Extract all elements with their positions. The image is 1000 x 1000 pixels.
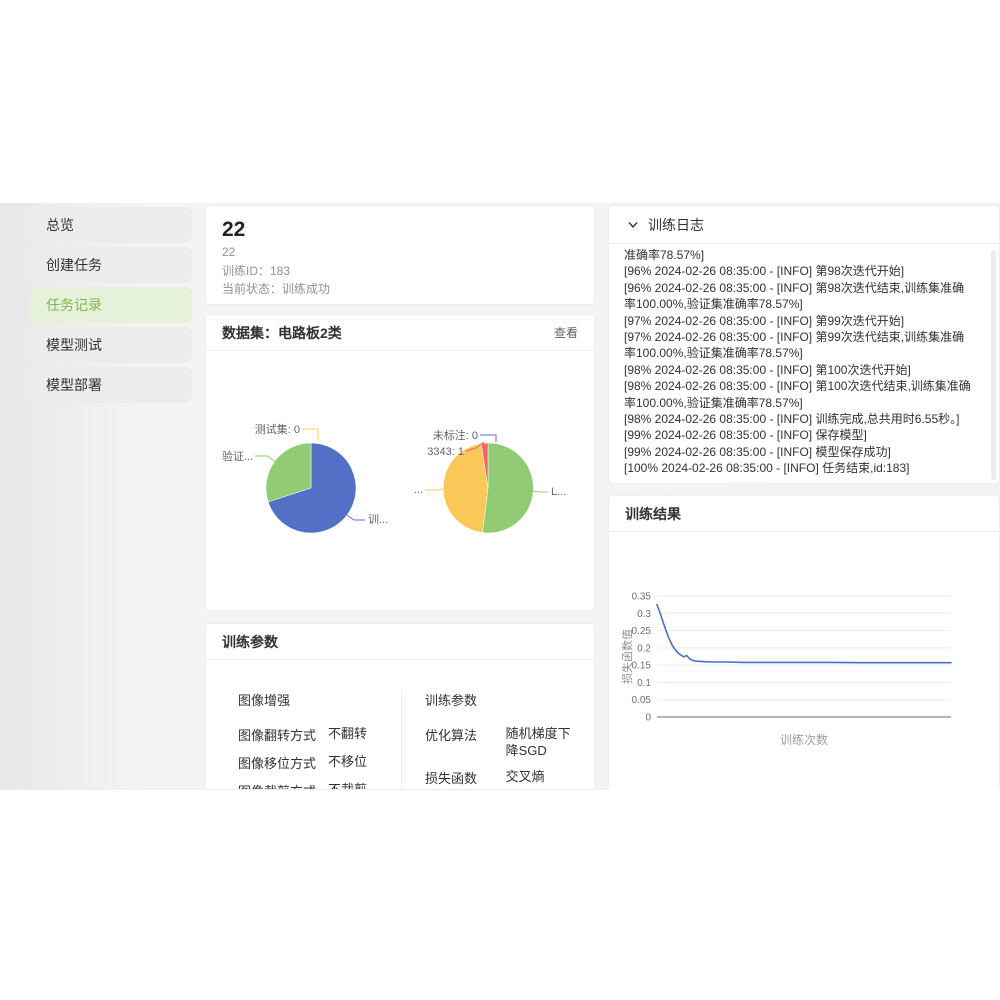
log-line: [99% 2024-02-26 08:35:00 - [INFO] 模型保存成功… xyxy=(624,444,891,459)
svg-text:0.05: 0.05 xyxy=(632,695,652,706)
log-title: 训练日志 xyxy=(648,216,704,233)
sidebar-item-3[interactable]: 模型测试 xyxy=(30,327,192,363)
svg-text:0.1: 0.1 xyxy=(637,678,651,689)
training-id: 训练ID：183 xyxy=(222,263,291,278)
svg-text:...: ... xyxy=(414,484,423,496)
log-line: [98% 2024-02-26 08:35:00 - [INFO] 第100次迭… xyxy=(624,379,971,410)
svg-text:0.2: 0.2 xyxy=(637,643,651,654)
param-group-0: 图像增强图像翻转方式不翻转图像移位方式不移位图像裁剪方式不裁剪 xyxy=(238,690,401,790)
svg-text:0.15: 0.15 xyxy=(632,661,652,672)
svg-text:验证...: 验证... xyxy=(222,449,253,463)
log-card-header: 训练日志 xyxy=(609,206,999,244)
sidebar: 总览创建任务任务记录模型测试模型部署 xyxy=(30,207,192,407)
svg-text:损失函数值: 损失函数值 xyxy=(621,629,634,684)
param-label: 图像裁剪方式 xyxy=(238,781,316,789)
training-result-card: 训练结果 0 0.05 0.1 0.15 0.2 0.25 0.3 0.35 训练次数 损失函数值 xyxy=(608,495,1000,790)
param-group-1: 训练参数优化算法 随机梯度下降SGD 损失函数 交叉熵 xyxy=(401,690,571,789)
param-value: 交叉熵 xyxy=(505,769,545,784)
task-summary-card: 22 22 训练ID：183 当前状态：训练成功 xyxy=(205,205,595,305)
dataset-card-header: 数据集：电路板2类 查看 xyxy=(206,315,594,351)
params-title: 训练参数 xyxy=(222,633,278,650)
log-line: [98% 2024-02-26 08:35:00 - [INFO] 第100次迭… xyxy=(624,362,911,377)
svg-text:0.35: 0.35 xyxy=(632,592,652,603)
sidebar-item-0[interactable]: 总览 xyxy=(30,207,192,243)
dataset-card: 数据集：电路板2类 查看 训... 验证... 测试集: 0 L...... 3343… xyxy=(205,314,595,611)
log-line: [97% 2024-02-26 08:35:00 - [INFO] 第99次迭代… xyxy=(624,330,965,361)
svg-text:0.25: 0.25 xyxy=(632,626,652,637)
chevron-down-icon[interactable] xyxy=(627,219,639,231)
log-line: [100% 2024-02-26 08:35:00 - [INFO] 任务结束,… xyxy=(624,461,910,476)
log-line: [99% 2024-02-26 08:35:00 - [INFO] 保存模型] xyxy=(624,428,867,443)
svg-text:0: 0 xyxy=(645,713,651,724)
log-lines: 准确率78.57%] [96% 2024-02-26 08:35:00 - [IN… xyxy=(624,247,975,477)
param-value: 不翻转 xyxy=(328,726,368,741)
param-row: 图像移位方式 不移位 xyxy=(238,753,401,772)
task-name: 22 xyxy=(222,245,236,259)
param-row: 图像裁剪方式 不裁剪 xyxy=(238,781,401,790)
param-value: 随机梯度下降SGD xyxy=(505,726,571,758)
dashboard-band: 总览创建任务任务记录模型测试模型部署 22 22 训练ID：183 当前状态：训… xyxy=(0,203,1000,790)
svg-text:训...: 训... xyxy=(368,513,388,526)
param-value: 不移位 xyxy=(328,754,368,769)
svg-text:0.3: 0.3 xyxy=(637,609,651,620)
params-card-header: 训练参数 xyxy=(206,624,594,660)
svg-text:未标注: 0: 未标注: 0 xyxy=(433,428,478,442)
param-group-title: 训练参数 xyxy=(425,693,478,708)
sidebar-item-2[interactable]: 任务记录 xyxy=(30,287,192,323)
log-scrollbar[interactable] xyxy=(991,250,996,480)
params-groups: 图像增强图像翻转方式不翻转图像移位方式不移位图像裁剪方式不裁剪训练参数优化算法随… xyxy=(206,660,594,790)
dataset-title: 数据集：电路板2类 xyxy=(222,324,342,341)
result-title: 训练结果 xyxy=(625,505,681,522)
log-line: [97% 2024-02-26 08:35:00 - [INFO] 第99次迭代… xyxy=(624,313,905,328)
sidebar-item-1[interactable]: 创建任务 xyxy=(30,247,192,283)
param-row: 图像翻转方式 不翻转 xyxy=(238,725,401,744)
log-line: 准确率78.57%] xyxy=(624,248,705,262)
svg-text:L...: L... xyxy=(551,486,566,498)
param-row: 优化算法 随机梯度下降SGD xyxy=(425,725,571,759)
param-label: 图像移位方式 xyxy=(238,756,317,771)
task-status: 当前状态：训练成功 xyxy=(222,282,331,296)
annotation-distribution-pie-chart: L...... 3343: 1 未标注: 0 xyxy=(414,428,566,534)
task-title: 22 xyxy=(222,218,246,241)
log-body: 准确率78.57%] [96% 2024-02-26 08:35:00 - [IN… xyxy=(609,244,999,483)
loss-curve-chart: 0 0.05 0.1 0.15 0.2 0.25 0.3 0.35 训练次数 损失函数值 xyxy=(621,592,952,747)
param-group-title: 图像增强 xyxy=(238,693,291,708)
log-line: [98% 2024-02-26 08:35:00 - [INFO] 训练完成,总… xyxy=(624,412,960,427)
dataset-split-pie-chart: 训... 验证...测试集: 0 xyxy=(222,422,388,534)
sidebar-item-4[interactable]: 模型部署 xyxy=(30,367,192,403)
log-line: [96% 2024-02-26 08:35:00 - [INFO] 第98次迭代… xyxy=(624,280,965,312)
svg-text:3343: 1: 3343: 1 xyxy=(427,446,464,458)
log-line: [96% 2024-02-26 08:35:00 - [INFO] 第98次迭代… xyxy=(624,264,905,279)
training-log-card: 训练日志 准确率78.57%] [96% 2024-02-26 08:35:00 … xyxy=(608,205,1000,484)
param-value: 不裁剪 xyxy=(328,782,368,790)
param-row: 损失函数 交叉熵 xyxy=(425,768,571,787)
training-params-card: 训练参数 图像增强图像翻转方式不翻转图像移位方式不移位图像裁剪方式不裁剪训练参数… xyxy=(205,623,595,790)
view-dataset-button[interactable]: 查看 xyxy=(553,326,578,340)
param-label: 损失函数 xyxy=(425,771,478,786)
svg-text:训练次数: 训练次数 xyxy=(780,732,828,747)
svg-text:测试集: 0: 测试集: 0 xyxy=(255,422,300,436)
param-label: 图像翻转方式 xyxy=(238,728,317,743)
result-card-header: 训练结果 xyxy=(609,496,999,532)
param-label: 优化算法 xyxy=(425,728,478,743)
